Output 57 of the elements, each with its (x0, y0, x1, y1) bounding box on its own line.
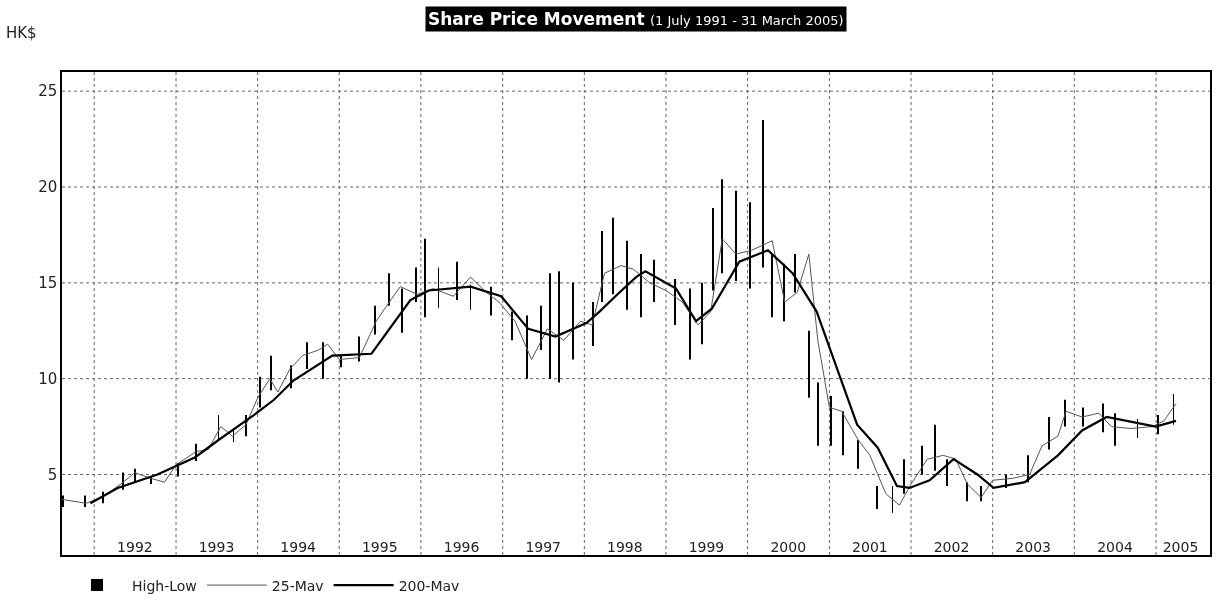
bar (526, 315, 528, 379)
bar (934, 424, 936, 471)
x-tick-label: 2004 (1097, 539, 1133, 555)
bar (640, 254, 642, 318)
chart-subtitle: (1 July 1991 - 31 March 2005) (649, 13, 844, 28)
bar (270, 355, 272, 391)
bar (721, 179, 723, 274)
bar (388, 273, 390, 306)
bar (817, 382, 819, 446)
y-tick-label: 5 (47, 465, 58, 484)
bar (549, 273, 551, 379)
x-tick-label: 1994 (280, 539, 317, 555)
legend-label: 25-Mav (271, 577, 324, 594)
bar (401, 288, 403, 333)
bar (322, 342, 324, 379)
y-tick-label: 25 (38, 82, 58, 101)
bar (601, 231, 603, 302)
x-tick-label: 1999 (688, 539, 725, 555)
bar (701, 282, 703, 345)
bar (1048, 417, 1050, 450)
x-tick-label: 1993 (198, 539, 235, 555)
x-tick-label: 1997 (525, 539, 562, 555)
bar (830, 395, 832, 446)
x-tick-label: 2003 (1015, 539, 1051, 555)
bar (876, 486, 878, 509)
x-tick-label: 1995 (361, 539, 398, 555)
bar (903, 459, 905, 494)
bar (259, 376, 261, 408)
y-tick-label: 15 (38, 274, 58, 293)
y-tick-label: 20 (38, 178, 58, 197)
x-tick-label: 1992 (117, 539, 153, 555)
bar (558, 271, 560, 383)
x-tick-label: 2000 (770, 539, 807, 555)
chart-title: Share Price Movement (428, 9, 645, 29)
bar (1082, 407, 1084, 427)
bar (612, 217, 614, 295)
bar (921, 445, 923, 475)
x-tick-label: 2002 (933, 539, 970, 555)
bar (511, 311, 513, 341)
bar (572, 282, 574, 360)
bar (857, 440, 859, 469)
legend-label: 200-Mav (398, 577, 460, 594)
bar (689, 288, 691, 360)
bar (842, 411, 844, 456)
bar (674, 279, 676, 325)
legend-label: High-Low (132, 577, 197, 594)
bar (712, 208, 714, 291)
bar (306, 342, 308, 370)
y-tick-label: 10 (38, 369, 58, 388)
x-tick-label: 1998 (607, 539, 643, 555)
x-tick-label: 2001 (852, 539, 888, 555)
x-tick-label: 2005 (1162, 539, 1199, 555)
bar (808, 330, 810, 398)
bar (653, 259, 655, 302)
bar (771, 254, 773, 318)
y-axis-title: HK$ (6, 24, 37, 42)
x-tick-label: 1996 (443, 539, 480, 555)
